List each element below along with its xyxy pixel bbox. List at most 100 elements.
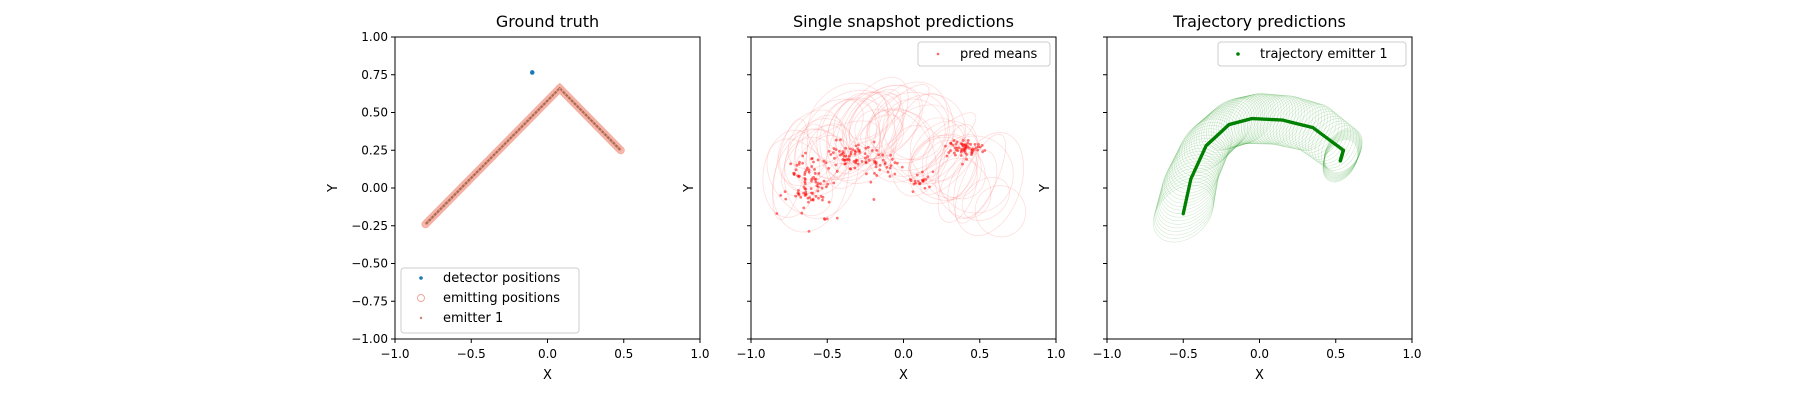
prediction-ellipse (842, 84, 923, 160)
trajectory-ellipse (1186, 112, 1240, 167)
legend-marker-emitting (417, 294, 425, 302)
pred-mean-point (834, 163, 838, 167)
pred-mean-point (804, 190, 808, 194)
pred-mean-point (865, 172, 868, 176)
pred-mean-point (807, 200, 810, 204)
x-tick-label: −1.0 (380, 347, 409, 361)
trajectory-ellipse (1167, 141, 1224, 197)
pred-mean-point (795, 163, 799, 167)
emitting-position-marker (611, 140, 620, 149)
pred-mean-point (889, 153, 893, 157)
pred-mean-point (885, 165, 889, 169)
emitting-position-marker (566, 95, 575, 104)
legend-label: trajectory emitter 1 (1260, 47, 1388, 62)
pred-mean-point (810, 191, 813, 195)
pred-mean-point (978, 145, 982, 149)
legend-marker-detector (419, 276, 423, 280)
pred-mean-point (816, 189, 820, 193)
emitting-position-marker (485, 155, 494, 164)
emitting-position-marker (460, 180, 469, 189)
trajectory-ellipse (1225, 93, 1274, 145)
prediction-ellipse (938, 123, 978, 201)
emitting-position-marker (432, 208, 441, 217)
pred-mean-point (923, 186, 927, 190)
pred-mean-point (844, 162, 847, 165)
pred-mean-point (961, 139, 965, 142)
prediction-ellipse (777, 109, 844, 187)
trajectory-ellipse (1175, 125, 1231, 180)
pred-mean-point (870, 149, 874, 152)
pred-mean-point (855, 158, 859, 162)
trajectory-ellipse (1260, 95, 1305, 145)
emitting-position-marker (455, 186, 463, 195)
pred-mean-point (915, 173, 919, 177)
axes-frame (750, 36, 1057, 340)
pred-mean-point (814, 195, 818, 198)
pred-mean-point (797, 193, 801, 197)
pred-mean-point (827, 166, 830, 170)
emitting-position-marker (536, 104, 545, 113)
pred-mean-point (829, 153, 833, 156)
pred-mean-point (866, 146, 870, 149)
emitting-position-marker (605, 135, 614, 143)
pred-mean-point (928, 185, 931, 189)
emitting-position-marker (552, 87, 561, 96)
y-tick-label: 0.50 (361, 106, 388, 120)
pred-mean-point (954, 142, 958, 146)
pred-mean-point (883, 162, 887, 166)
emitting-position-marker (471, 169, 480, 178)
emitter-1-path (424, 86, 622, 226)
pred-mean-point (873, 171, 876, 175)
pred-mean-point (888, 166, 892, 170)
prediction-ellipse (835, 76, 909, 168)
pred-mean-point (983, 149, 987, 152)
trajectory-ellipse (1172, 131, 1228, 187)
plot-area (1152, 93, 1363, 243)
emitting-position-marker (491, 149, 500, 158)
pred-mean-point (802, 206, 806, 210)
trajectory-ellipse (1323, 135, 1360, 180)
emitting-position-marker (443, 197, 452, 206)
pred-mean-point (867, 158, 871, 162)
pred-mean-point (976, 148, 979, 152)
pred-mean-point (798, 160, 801, 164)
legend: pred means (917, 41, 1051, 67)
trajectory-ellipse (1322, 139, 1358, 183)
trajectory-ellipse (1228, 93, 1276, 144)
x-tick-label: −1.0 (1092, 347, 1121, 361)
pred-mean-point (857, 143, 860, 147)
emitting-position-marker (421, 220, 430, 229)
pred-mean-point (816, 185, 820, 189)
pred-mean-point (811, 198, 815, 202)
prediction-ellipse (827, 91, 904, 165)
y-axis-label: Y (326, 184, 341, 193)
prediction-ellipse (920, 134, 979, 195)
pred-mean-point (799, 195, 803, 199)
pred-mean-point (797, 162, 801, 166)
pred-mean-point (853, 166, 857, 170)
trajectory-ellipse (1323, 133, 1361, 178)
pred-mean-point (851, 148, 855, 152)
y-axis-label: Y (1038, 184, 1053, 193)
pred-mean-point (819, 182, 822, 186)
pred-mean-point (895, 161, 899, 165)
pred-mean-point (875, 174, 879, 177)
pred-mean-point (810, 179, 813, 183)
subplot-title: Trajectory predictions (1172, 12, 1346, 31)
pred-mean-point (858, 149, 861, 152)
emitting-position-marker (613, 143, 622, 152)
trajectory-ellipse (1168, 138, 1226, 194)
legend-box (400, 267, 580, 334)
pred-mean-point (963, 151, 967, 154)
pred-mean-point (802, 191, 806, 195)
x-tick-label: 1.0 (1402, 347, 1421, 361)
pred-mean-point (951, 143, 955, 147)
trajectory-ellipse (1276, 99, 1320, 148)
trajectory-ellipse (1158, 164, 1218, 222)
trajectory-ellipse (1269, 98, 1314, 147)
trajectory-ellipse (1218, 95, 1268, 147)
pred-mean-point (963, 148, 967, 152)
trajectory-ellipse (1237, 93, 1285, 145)
pred-mean-point (834, 148, 838, 152)
pred-mean-point (803, 177, 807, 180)
